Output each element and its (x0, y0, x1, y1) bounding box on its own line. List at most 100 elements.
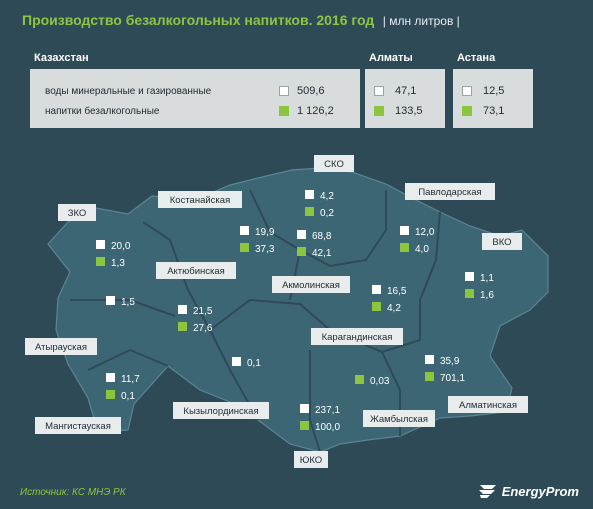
almaty-water-square (374, 86, 384, 96)
summary-soft-label: напитки безалкогольные (45, 106, 160, 117)
almaty-water-value: 47,1 (395, 85, 417, 97)
region-soft-square-павлодарская (400, 243, 409, 252)
border-4 (209, 298, 421, 354)
region-soft-square-зко (96, 257, 105, 266)
region-label-box-зко (58, 204, 96, 221)
region-label-юко: ЮКО (300, 455, 322, 466)
brand-name: EnergyProm (501, 483, 579, 499)
region-label-box-ско (314, 155, 354, 172)
region-label-кызылординская: Кызылординская (183, 406, 258, 417)
region-актюбинская: Актюбинская 21,5 27,6 (156, 262, 236, 334)
region-label-костанайская: Костанайская (170, 195, 230, 206)
region-label-актюбинская: Актюбинская (167, 266, 225, 277)
region-soft-value-карагандинская: 4,2 (387, 303, 401, 314)
region-water-square-павлодарская (400, 226, 409, 235)
region-soft-square-юко (300, 421, 309, 430)
region-water-value-кызылординская: 0,1 (247, 358, 261, 369)
region-атырауская: Атырауская 1,5 (25, 296, 135, 355)
region-ско: СКО 4,2 0,2 (305, 155, 354, 219)
region-вко: ВКО 1,1 1,6 (465, 233, 522, 301)
region-water-value-ско: 4,2 (320, 191, 334, 202)
region-label-box-актюбинская (156, 262, 236, 279)
astana-soft-value: 73,1 (483, 105, 505, 117)
region-soft-value-мангистауская: 0,1 (121, 391, 135, 402)
region-label-алматинская: Алматинская (459, 400, 517, 411)
summary-water-value: 509,6 (297, 85, 325, 97)
summary-astana-title: Астана (453, 48, 533, 69)
region-water-square-зко (96, 240, 105, 249)
region-water-square-юко (300, 404, 309, 413)
region-water-square-кызылординская (232, 357, 241, 366)
region-павлодарская: Павлодарская 12,0 4,0 (400, 183, 495, 255)
region-label-атырауская: Атырауская (35, 342, 87, 353)
region-soft-value-алматинская: 701,1 (440, 373, 465, 384)
summary-astana: Астана 12,5 73,1 (453, 48, 533, 128)
region-borders (70, 189, 441, 453)
summary-water-square (279, 86, 289, 96)
region-жамбылская: Жамбылская 0,03 (355, 375, 435, 427)
summary-almaty-title: Алматы (365, 48, 445, 69)
region-label-box-акмолинская (272, 276, 350, 293)
region-soft-value-вко: 1,6 (480, 290, 494, 301)
region-soft-value-ско: 0,2 (320, 208, 334, 219)
region-water-square-актюбинская (178, 305, 187, 314)
region-soft-value-павлодарская: 4,0 (415, 244, 429, 255)
region-label-box-костанайская (158, 191, 242, 208)
region-soft-square-актюбинская (178, 322, 187, 331)
region-soft-value-жамбылская: 0,03 (370, 376, 390, 387)
border-8 (309, 350, 321, 453)
region-water-square-карагандинская (372, 285, 381, 294)
region-water-square-атырауская (106, 296, 115, 305)
region-water-value-зко: 20,0 (111, 241, 131, 252)
region-layer: СКО 4,2 0,2 Павлодарская 12,0 4,0 Костанайская… (25, 155, 528, 468)
region-зко: ЗКО 20,0 1,3 (58, 204, 131, 269)
map-outline (47, 167, 549, 453)
source-note: Источник: КС МНЭ РК (20, 487, 126, 498)
brand-logo: EnergyProm (478, 483, 579, 499)
region-soft-value-юко: 100,0 (315, 422, 340, 433)
region-карагандинская: Карагандинская 16,5 4,2 (311, 285, 407, 345)
almaty-soft-value: 133,5 (395, 105, 423, 117)
region-label-box-вко (482, 233, 522, 250)
region-soft-square-алматинская (425, 372, 434, 381)
region-label-вко: ВКО (492, 237, 511, 248)
region-soft-square-костанайская (240, 243, 249, 252)
region-water-value-атырауская: 1,5 (121, 297, 135, 308)
region-water-value-костанайская: 19,9 (255, 227, 275, 238)
region-soft-value-костанайская: 37,3 (255, 244, 275, 255)
region-water-value-карагандинская: 16,5 (387, 286, 407, 297)
region-water-value-вко: 1,1 (480, 273, 494, 284)
region-алматинская: Алматинская 35,9 701,1 (425, 355, 528, 413)
region-water-square-алматинская (425, 355, 434, 364)
region-soft-value-зко: 1,3 (111, 258, 125, 269)
region-акмолинская: Акмолинская 68,8 42,1 (272, 230, 350, 293)
region-label-карагандинская: Карагандинская (322, 332, 393, 343)
region-label-box-карагандинская (311, 328, 403, 345)
region-water-value-павлодарская: 12,0 (415, 227, 435, 238)
border-3 (87, 348, 169, 371)
summary-soft-square (279, 106, 289, 116)
region-soft-value-акмолинская: 42,1 (312, 248, 332, 259)
region-soft-square-ско (305, 207, 314, 216)
chart-title: Производство безалкогольных напитков. 20… (22, 12, 460, 30)
border-5 (249, 189, 387, 268)
region-label-box-кызылординская (173, 402, 269, 419)
region-label-box-мангистауская (35, 417, 121, 434)
region-label-box-юко (294, 451, 328, 468)
astana-soft-square (462, 106, 472, 116)
region-label-мангистауская: Мангистауская (45, 421, 111, 432)
region-water-value-мангистауская: 11,7 (121, 374, 140, 385)
region-юко: ЮКО 237,1 100,0 (294, 404, 340, 468)
region-water-square-ско (305, 190, 314, 199)
region-label-акмолинская: Акмолинская (282, 280, 340, 291)
region-label-жамбылская: Жамбылская (370, 414, 428, 425)
region-label-box-алматинская (448, 396, 528, 413)
astana-water-square (462, 86, 472, 96)
region-water-value-алматинская: 35,9 (440, 356, 460, 367)
astana-water-value: 12,5 (483, 85, 505, 97)
border-7 (419, 211, 441, 340)
almaty-soft-square (374, 106, 384, 116)
region-water-square-мангистауская (106, 373, 115, 382)
